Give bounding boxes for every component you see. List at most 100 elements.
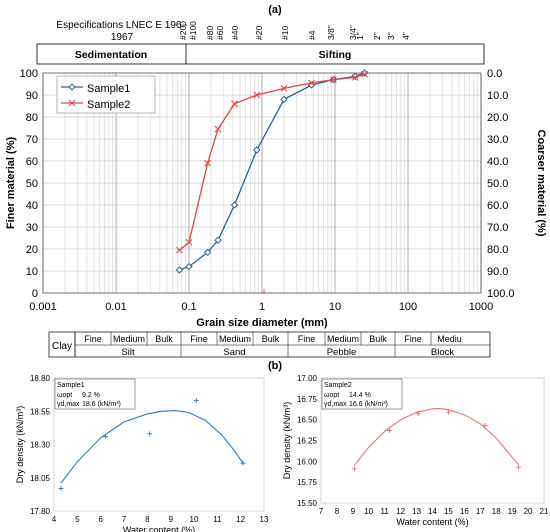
data-point-sample2 (214, 125, 222, 133)
x-tick-label: 13 (260, 515, 269, 524)
fit-curve (353, 407, 519, 466)
class-subcell: Fine (190, 334, 208, 344)
class-subcell: Medium (219, 334, 251, 344)
series-line-sample1 (179, 72, 365, 271)
sieve-label: #40 (230, 26, 240, 40)
data-point (193, 398, 199, 404)
sifting-label: Sifting (319, 49, 352, 61)
class-group: Sand (223, 347, 245, 358)
class-subcell: Mediu (437, 334, 462, 344)
x-tick-label: 19 (508, 507, 517, 516)
table-frame (48, 331, 491, 358)
info-g-label: γd,max (324, 401, 347, 408)
y2-tick-label: 90.0 (487, 266, 508, 278)
legend: Sample1 Sample2 (56, 75, 156, 114)
data-point-sample1 (214, 236, 222, 244)
data-point-sample2 (280, 85, 288, 92)
info-frame (54, 378, 136, 410)
class-subcell: Bulk (369, 334, 387, 344)
y-tick-label: 18.80 (30, 374, 51, 383)
y-tick-label: 50 (26, 178, 38, 190)
y2-tick-label: 10.0 (487, 90, 508, 102)
info-w-label: ωopt (324, 392, 339, 399)
data-point-sample1 (253, 146, 261, 154)
y-tick-label: 10 (26, 266, 38, 278)
x-tick-label: 0.01 (105, 301, 126, 313)
data-point-sample2 (308, 79, 315, 87)
x-tick-label: 10 (364, 507, 373, 516)
spec-text-line2: 1967 (111, 32, 134, 43)
data-point-sample2 (204, 159, 212, 167)
y-tick-label: 100 (20, 68, 38, 80)
sieve-label: #60 (215, 26, 225, 40)
data-point-sample2 (231, 100, 238, 108)
data-point-sample1 (230, 201, 239, 209)
legend-label: Sample1 (87, 83, 130, 95)
y-axis-label: Finer material (%) (5, 137, 17, 230)
class-subcell: Fine (84, 334, 102, 344)
x-tick-label: 15 (444, 507, 453, 516)
y-tick-label: 17.00 (297, 374, 318, 383)
x-tick-label: 10 (190, 515, 199, 524)
data-point-sample2 (361, 70, 368, 78)
x-axis-label: Water content (%) (123, 525, 195, 532)
y2-tick-label: 100.0 (487, 288, 515, 300)
sieve-label: 4" (401, 32, 411, 40)
sieve-label: 1" (355, 32, 365, 40)
x-tick-label: 6 (98, 515, 103, 524)
x-tick-label: 8 (335, 507, 340, 516)
class-subcell: Medium (327, 334, 359, 344)
sedimentation-label: Sedimentation (75, 49, 147, 61)
x-tick-label: 7 (319, 507, 324, 516)
sieve-label: #80 (205, 26, 215, 40)
y-tick-label: 0 (32, 288, 38, 300)
x-tick-label: 1 (259, 301, 265, 313)
y-tick-label: 30 (26, 222, 38, 234)
y-tick-label: 18.30 (30, 441, 51, 450)
x-tick-label: 12 (396, 507, 405, 516)
x-tick-label: 8 (145, 515, 150, 524)
class-group: Pebble (327, 347, 357, 358)
x-tick-label: 11 (213, 515, 222, 524)
y2-tick-label: 70.0 (487, 222, 508, 234)
y2-tick-label: 40.0 (487, 156, 508, 168)
method-header: Sedimentation Sifting (36, 43, 485, 65)
legend-label: Sample2 (87, 99, 130, 111)
y-tick-label: 16.00 (297, 457, 318, 466)
classification-table: Clay Fine Medium Bulk Fine Medium Bulk Fine Medi… (48, 331, 491, 358)
x-tick-label: 4 (52, 515, 57, 524)
y-tick-label: 40 (26, 200, 38, 212)
y-tick-label: 80 (26, 112, 38, 124)
x-tick-label: 17 (476, 507, 485, 516)
y2-axis-label: Coarser material (%) (535, 130, 547, 237)
x-tick-label: 5 (75, 515, 80, 524)
data-point-sample2 (185, 239, 193, 246)
x-tick-label: 0.001 (29, 301, 57, 313)
data-point (415, 411, 421, 417)
info-w-label: ωopt (57, 392, 72, 399)
y-tick-label: 18.05 (30, 474, 51, 483)
sieve-label: 3/4" (348, 25, 358, 40)
class-subcell: Medium (113, 334, 145, 344)
x-tick-label: 9 (168, 515, 173, 524)
data-point (445, 409, 451, 415)
data-point (147, 431, 153, 437)
x-tick-label: 12 (236, 515, 245, 524)
sieve-label: #100 (188, 21, 198, 40)
x-tick-label: 1000 (469, 301, 493, 313)
grain-size-chart: 0 100.010 90.020 80.030 70.040 60.050 50.060 40… (5, 68, 547, 329)
data-point (351, 466, 357, 472)
panel-a-label: (a) (268, 4, 282, 16)
y2-tick-label: 20.0 (487, 112, 508, 124)
x-axis-label: Water content (%) (396, 517, 468, 527)
data-point (482, 423, 488, 428)
class-subcell: Fine (404, 334, 422, 344)
class-subcell: Fine (298, 334, 316, 344)
x-tick-label: 21 (540, 507, 549, 516)
sieve-label: #4 (307, 30, 317, 40)
x-tick-label: 100 (399, 301, 417, 313)
fit-curve (60, 410, 244, 484)
class-subcell: Bulk (262, 334, 280, 344)
y-tick-label: 20 (26, 244, 38, 256)
data-point-sample1 (203, 248, 212, 257)
